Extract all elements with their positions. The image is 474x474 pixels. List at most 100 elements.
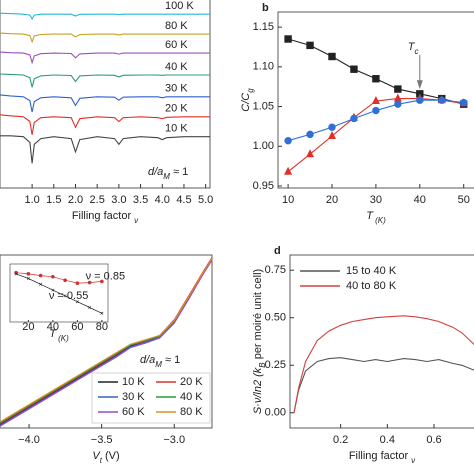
marker xyxy=(328,52,336,61)
legend-label: 40 to 80 K xyxy=(346,280,397,292)
x-tick-label: 30 xyxy=(370,194,382,206)
series-line xyxy=(0,135,210,164)
y-tick-label: 0.95 xyxy=(253,180,274,192)
annotation: d/aM ≈ 1 xyxy=(140,354,180,369)
x-tick-label: 50 xyxy=(458,194,470,206)
legend-label: 10 K xyxy=(122,376,145,388)
marker xyxy=(63,294,67,298)
legend-label: 80 K xyxy=(180,406,203,418)
marker xyxy=(38,273,43,278)
y-axis-label: C/Cg xyxy=(240,88,255,112)
x-axis-label: Filling factor ν xyxy=(349,450,415,465)
x-tick-label: 1.5 xyxy=(46,194,61,206)
y-tick-label: 0.50 xyxy=(265,312,286,324)
annotation-part: M xyxy=(163,172,170,181)
y-axis-label-part: per moiré unit cell) xyxy=(252,269,264,363)
y-tick-label: 0.00 xyxy=(265,407,286,419)
y-tick-label: 1.05 xyxy=(253,100,274,112)
x-tick-label: 20 xyxy=(22,321,34,333)
series-line xyxy=(0,73,210,88)
series-label: 40 K xyxy=(165,61,188,73)
marker xyxy=(284,166,293,175)
legend-label: 60 K xyxy=(122,406,145,418)
x-tick-label: 4.5 xyxy=(176,194,191,206)
marker xyxy=(51,274,55,279)
x-tick-label: −3.5 xyxy=(91,434,113,446)
panel-label: d xyxy=(274,245,281,257)
series-label: 30 K xyxy=(165,83,188,95)
x-tick-label: 3.0 xyxy=(111,194,126,206)
marker xyxy=(460,98,468,107)
y-axis-label-part: C/C xyxy=(240,93,252,112)
plot-frame xyxy=(0,0,211,189)
marker xyxy=(51,288,55,292)
series-line xyxy=(0,12,210,20)
series-line xyxy=(0,51,210,65)
marker xyxy=(100,311,104,315)
legend-frame xyxy=(91,372,211,424)
marker xyxy=(39,282,43,286)
y-axis-label: S·ν/ln2 (kB per moiré unit cell) xyxy=(252,269,267,414)
plot-frame xyxy=(277,11,474,189)
legend-label: 30 K xyxy=(122,391,145,403)
annotation-part: T xyxy=(408,41,416,53)
marker xyxy=(75,300,79,304)
marker xyxy=(372,106,380,115)
annotation-part: d/a xyxy=(148,166,163,178)
series-line xyxy=(0,258,213,423)
x-axis-label-part: T xyxy=(366,210,374,222)
y-tick-label: 1.10 xyxy=(253,61,274,73)
marker xyxy=(26,276,30,281)
marker xyxy=(284,35,292,43)
x-axis-label-part: ν xyxy=(134,216,138,225)
x-axis-label: Vt (V) xyxy=(92,450,119,465)
annotation: d/aM ≈ 1 xyxy=(148,166,188,181)
series-line xyxy=(0,114,210,135)
series-line xyxy=(0,259,213,427)
x-axis-label-part: Filling factor xyxy=(349,450,411,462)
x-axis-label-part: (V) xyxy=(102,450,120,462)
marker xyxy=(284,137,292,145)
x-tick-label: 2.0 xyxy=(68,194,83,206)
marker xyxy=(306,149,315,158)
series-label: 20 K xyxy=(165,103,188,115)
marker xyxy=(350,65,358,73)
marker xyxy=(394,100,402,108)
series-label: 100 K xyxy=(165,0,194,12)
series-line xyxy=(287,38,464,105)
x-tick-label: 4.0 xyxy=(155,194,170,206)
arrow-head xyxy=(416,80,423,90)
marker xyxy=(306,130,314,139)
annotation-part: c xyxy=(415,47,419,56)
legend-label: 20 K xyxy=(180,376,203,388)
series-line xyxy=(293,315,474,413)
x-tick-label: 2.5 xyxy=(90,194,105,206)
x-axis-label-part: Filling factor xyxy=(72,210,134,222)
y-tick-label: 0.25 xyxy=(265,359,286,371)
plot-frame xyxy=(0,254,213,429)
annotation-part: M xyxy=(155,360,162,369)
marker xyxy=(371,96,380,105)
x-tick-label: 0.4 xyxy=(380,434,395,446)
marker xyxy=(26,272,31,276)
x-tick-label: −4.0 xyxy=(18,434,40,446)
panel-label: b xyxy=(262,2,269,14)
x-tick-label: 40 xyxy=(47,321,59,333)
marker xyxy=(393,93,402,102)
y-tick-label: 1.15 xyxy=(253,21,274,33)
marker xyxy=(328,123,336,131)
series-line xyxy=(287,99,464,142)
marker xyxy=(306,41,314,50)
annotation-part: ≈ 1 xyxy=(170,166,188,178)
series-line xyxy=(0,94,210,113)
x-axis-label-part: (K) xyxy=(56,334,69,343)
marker xyxy=(327,130,337,140)
series-line xyxy=(16,272,102,284)
x-axis-label: T (K) xyxy=(366,210,386,225)
series-line xyxy=(293,357,474,413)
annotation-part: ≈ 1 xyxy=(162,354,180,366)
legend-label: 15 to 40 K xyxy=(346,265,397,277)
series-line xyxy=(0,32,210,44)
series-label: 60 K xyxy=(165,39,188,51)
marker xyxy=(14,272,18,276)
